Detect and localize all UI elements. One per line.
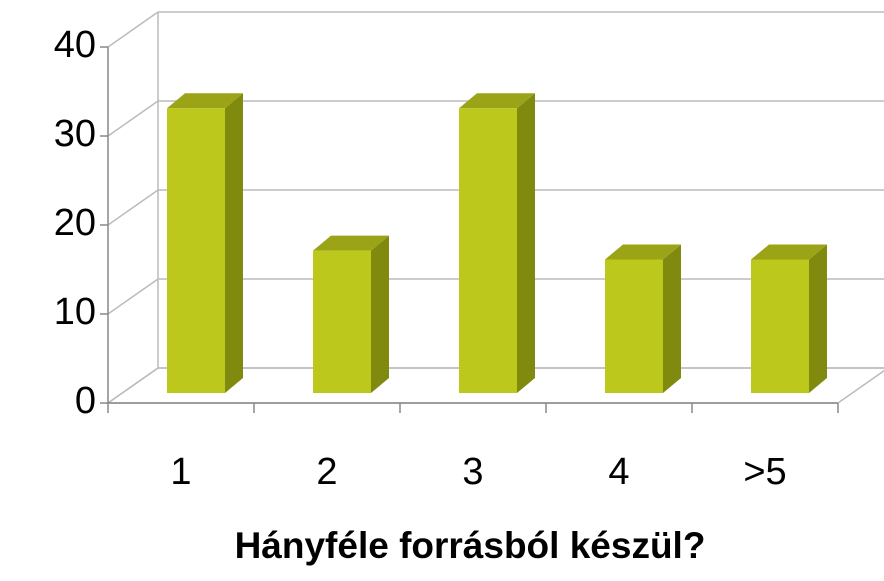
x-axis-title: Hányféle forrásból készül? bbox=[235, 525, 706, 566]
grid-line-side bbox=[107, 189, 159, 226]
x-tick-label: 1 bbox=[170, 451, 191, 493]
bar-side bbox=[371, 235, 389, 393]
x-tick-label: 2 bbox=[316, 451, 337, 493]
bar-top bbox=[167, 93, 243, 109]
bar-side bbox=[225, 93, 243, 393]
y-tick-label: 30 bbox=[54, 113, 96, 155]
grid-line-side bbox=[107, 100, 159, 137]
bar bbox=[167, 93, 243, 393]
bar-front bbox=[605, 259, 663, 393]
bar bbox=[751, 244, 827, 393]
bar-top bbox=[605, 244, 681, 260]
y-tick-label: 0 bbox=[75, 380, 96, 422]
grid-line-side bbox=[107, 367, 159, 404]
bar bbox=[459, 93, 535, 393]
bar-side bbox=[663, 244, 681, 393]
bar-front bbox=[313, 250, 371, 393]
grid-line-side bbox=[107, 11, 159, 48]
x-tick-label: >5 bbox=[743, 451, 786, 493]
bar-front bbox=[167, 108, 225, 393]
x-tick-label: 3 bbox=[462, 451, 483, 493]
x-tick-label: 4 bbox=[608, 451, 629, 493]
y-tick-label: 40 bbox=[54, 24, 96, 66]
bar-front bbox=[459, 108, 517, 393]
bar bbox=[313, 235, 389, 393]
grid-line-side bbox=[107, 278, 159, 315]
bar-top bbox=[459, 93, 535, 109]
bar-side bbox=[517, 93, 535, 393]
y-tick-label: 10 bbox=[54, 291, 96, 333]
y-tick-label: 20 bbox=[54, 202, 96, 244]
bar-side bbox=[809, 244, 827, 393]
bar-top bbox=[751, 244, 827, 260]
bar bbox=[605, 244, 681, 393]
bar-front bbox=[751, 259, 809, 393]
bar-top bbox=[313, 235, 389, 251]
